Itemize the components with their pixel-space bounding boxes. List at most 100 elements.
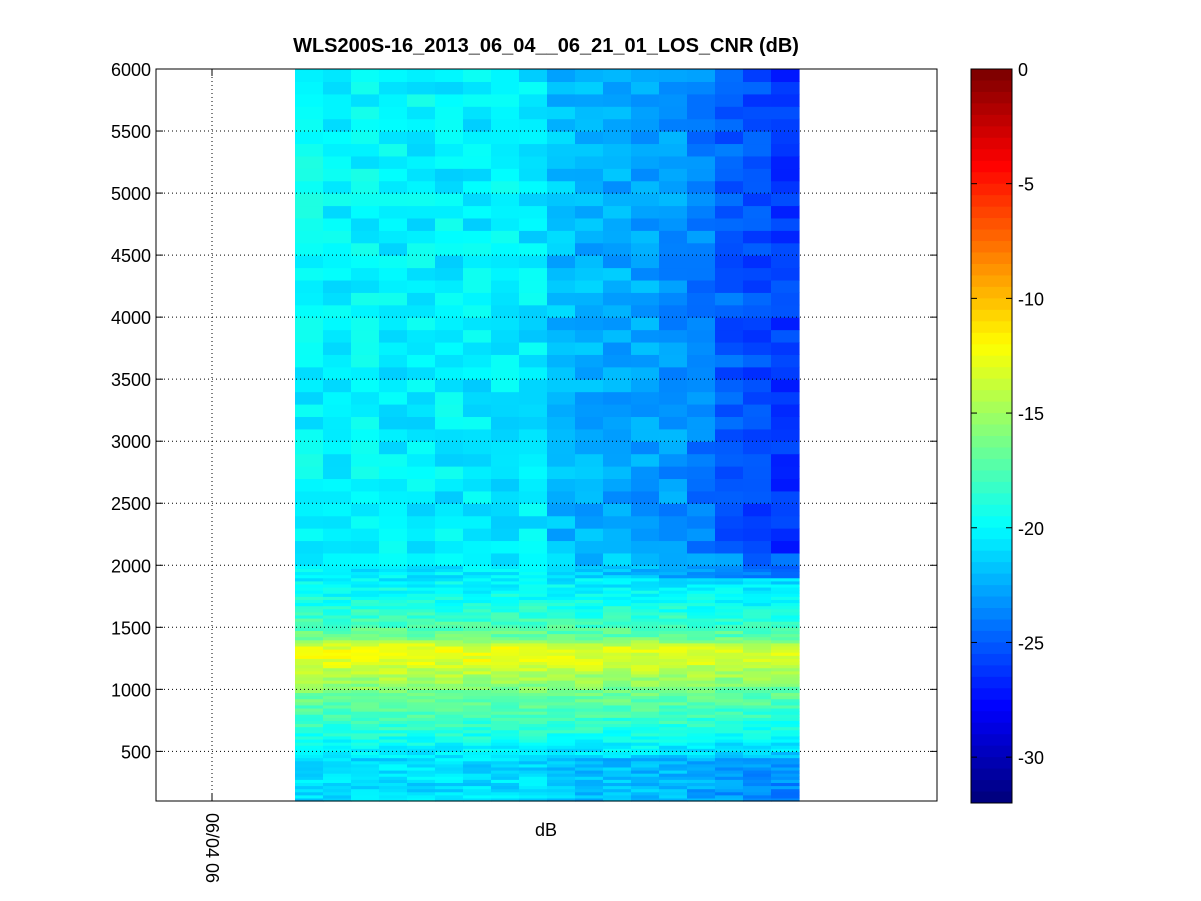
heatmap-cell: [323, 580, 352, 585]
heatmap-cell: [603, 106, 632, 120]
heatmap-cell: [463, 571, 492, 576]
heatmap-cell: [603, 649, 632, 653]
heatmap-cell: [379, 729, 408, 734]
heatmap-cell: [519, 193, 548, 207]
heatmap-cell: [575, 695, 604, 700]
heatmap-cell: [295, 614, 324, 619]
heatmap-cell: [435, 757, 464, 762]
heatmap-cell: [323, 605, 352, 610]
heatmap-cell: [379, 304, 408, 318]
heatmap-cell: [407, 568, 436, 573]
heatmap-cell: [687, 695, 716, 700]
heatmap-cell: [491, 93, 520, 107]
heatmap-cell: [295, 639, 324, 644]
heatmap-cell: [519, 155, 548, 169]
heatmap-cell: [603, 341, 632, 355]
heatmap-cell: [687, 624, 716, 628]
heatmap-cell: [295, 788, 324, 793]
heatmap-cell: [715, 720, 744, 725]
heatmap-cell: [771, 586, 800, 591]
colorbar-swatch: [971, 160, 1012, 173]
heatmap-cell: [631, 416, 660, 430]
heatmap-cell: [379, 683, 408, 687]
heatmap-cell: [407, 180, 436, 194]
heatmap-cell: [379, 611, 408, 616]
heatmap-cell: [351, 180, 380, 194]
heatmap-cell: [519, 565, 548, 569]
heatmap-cell: [547, 614, 576, 619]
heatmap-cell: [491, 403, 520, 417]
heatmap-cell: [407, 596, 436, 600]
heatmap-cell: [491, 599, 520, 604]
heatmap-cell: [631, 155, 660, 169]
colorbar-swatch: [971, 218, 1012, 231]
heatmap-cell: [463, 478, 492, 492]
colorbar-swatch: [971, 390, 1012, 403]
heatmap-cell: [407, 118, 436, 132]
heatmap-cell: [659, 797, 688, 802]
heatmap-cell: [351, 515, 380, 529]
heatmap-cell: [351, 193, 380, 207]
heatmap-cell: [295, 478, 324, 492]
heatmap-cell: [351, 608, 380, 613]
heatmap-cell: [463, 168, 492, 182]
heatmap-cell: [323, 354, 352, 368]
heatmap-cell: [323, 180, 352, 194]
heatmap-cell: [603, 577, 632, 582]
heatmap-cell: [659, 794, 688, 799]
heatmap-cell: [379, 673, 408, 678]
heatmap-cell: [659, 695, 688, 700]
heatmap-cell: [295, 711, 324, 715]
heatmap-cell: [603, 131, 632, 145]
heatmap-cell: [687, 255, 716, 269]
heatmap-cell: [659, 649, 688, 653]
heatmap-cell: [631, 391, 660, 405]
colorbar-swatch: [971, 344, 1012, 357]
heatmap-cell: [715, 490, 744, 504]
colorbar-swatch: [971, 263, 1012, 276]
heatmap-cell: [379, 580, 408, 585]
heatmap-cell: [491, 776, 520, 780]
heatmap-cell: [295, 760, 324, 765]
heatmap-cell: [715, 748, 744, 752]
heatmap-cell: [547, 763, 576, 768]
heatmap-cell: [687, 723, 716, 728]
heatmap-cell: [463, 704, 492, 709]
heatmap-cell: [407, 292, 436, 306]
heatmap-cell: [631, 729, 660, 734]
heatmap-cell: [463, 757, 492, 762]
heatmap-cell: [547, 664, 576, 669]
heatmap-cell: [715, 701, 744, 706]
heatmap-cell: [323, 69, 352, 83]
heatmap-cell: [323, 704, 352, 709]
heatmap-cell: [323, 193, 352, 207]
heatmap-cell: [771, 580, 800, 585]
heatmap-cell: [715, 593, 744, 597]
heatmap-cell: [631, 735, 660, 740]
heatmap-cell: [351, 645, 380, 650]
heatmap-cell: [771, 593, 800, 597]
heatmap-cell: [687, 528, 716, 542]
heatmap-cell: [631, 776, 660, 780]
heatmap-cell: [519, 757, 548, 762]
heatmap-cell: [575, 794, 604, 799]
heatmap-cell: [771, 279, 800, 293]
heatmap-cell: [295, 416, 324, 430]
heatmap-cell: [547, 528, 576, 542]
heatmap-cell: [491, 590, 520, 594]
heatmap-cell: [379, 466, 408, 480]
heatmap-cell: [379, 645, 408, 650]
heatmap-cell: [519, 503, 548, 517]
heatmap-cell: [687, 627, 716, 632]
heatmap-cell: [491, 528, 520, 542]
heatmap-cell: [575, 453, 604, 467]
heatmap-cell: [463, 652, 492, 656]
heatmap-cell: [575, 704, 604, 709]
heatmap-cell: [295, 773, 324, 777]
heatmap-cell: [603, 168, 632, 182]
heatmap-cell: [323, 621, 352, 625]
heatmap-cell: [491, 680, 520, 684]
heatmap-cell: [659, 711, 688, 715]
heatmap-cell: [659, 673, 688, 678]
heatmap-cell: [547, 580, 576, 585]
